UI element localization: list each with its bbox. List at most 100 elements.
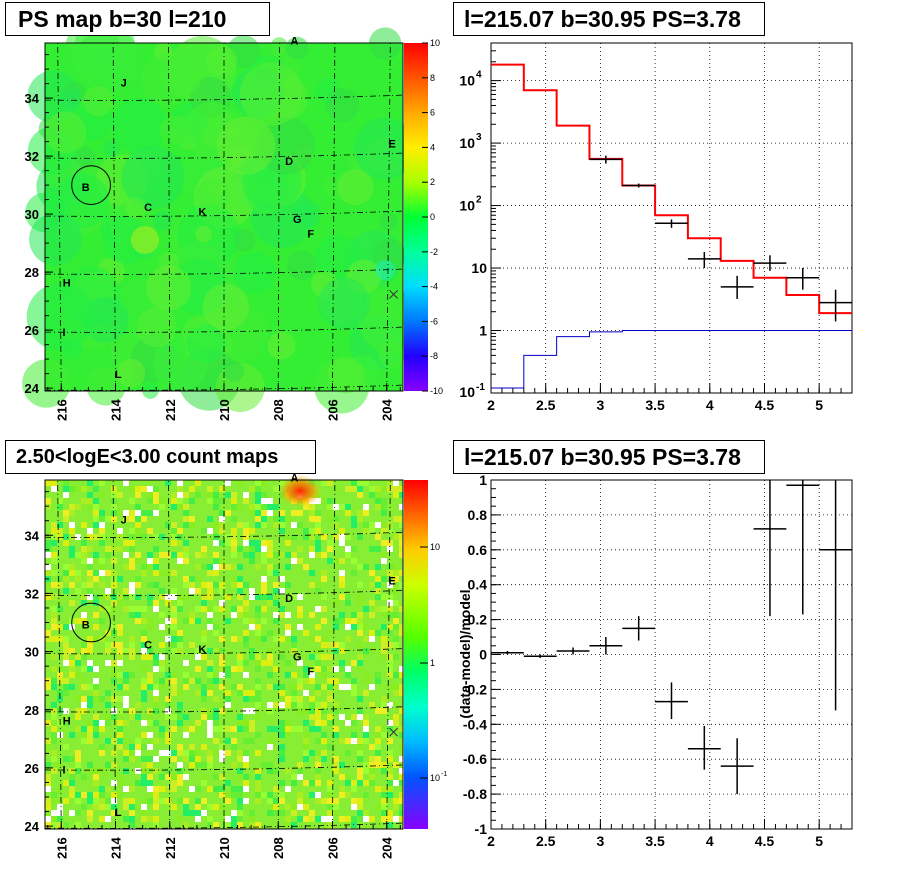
count-map-pixel [45,486,51,492]
count-map-pixel [255,780,261,786]
count-map-pixel [381,486,387,492]
count-map-pixel [393,576,399,582]
count-map-pixel [273,522,279,528]
count-map-pixel [339,786,345,792]
count-map-pixel [105,762,111,768]
y-tick-label: 10 [459,198,475,214]
count-map-pixel [105,552,111,558]
count-map-pixel [381,702,387,708]
count-map-pixel [129,534,135,540]
count-map-pixel [381,654,387,660]
count-map-pixel [201,762,207,768]
count-map-pixel [117,528,123,534]
count-map-pixel [135,738,141,744]
count-map-pixel [381,540,387,546]
count-map-pixel [279,576,285,582]
count-map-pixel [315,534,321,540]
count-map-pixel [315,702,321,708]
count-map-pixel [189,618,195,624]
y-tick-label: 10 [471,260,487,276]
count-map-pixel [45,636,51,642]
count-map-pixel [357,780,363,786]
count-map-pixel [279,702,285,708]
count-map-pixel [201,630,207,636]
count-map-pixel [291,552,297,558]
count-map-pixel [165,750,171,756]
count-map-pixel [69,792,75,798]
count-map-pixel [63,516,69,522]
count-map-pixel [141,762,147,768]
count-map-pixel [57,528,63,534]
count-map-pixel [297,558,303,564]
count-map-pixel [147,654,153,660]
count-map-pixel [93,498,99,504]
count-map-pixel [237,606,243,612]
count-map-pixel [135,576,141,582]
count-map-pixel [321,480,327,486]
count-map-pixel [249,690,255,696]
count-map-pixel [129,822,135,828]
count-map-pixel [357,600,363,606]
count-map-pixel [273,636,279,642]
count-map-pixel [213,696,219,702]
count-map-pixel [297,546,303,552]
count-map-pixel [183,618,189,624]
count-map-pixel [267,738,273,744]
count-map-pixel [249,540,255,546]
count-map-pixel [99,570,105,576]
count-map-pixel [309,792,315,798]
residual-point [720,738,754,795]
count-map-pixel [261,594,267,600]
count-map-pixel [225,738,231,744]
count-map-pixel [201,810,207,816]
count-map-pixel [93,768,99,774]
ps-map-blob [82,86,114,117]
count-map-pixel [273,564,279,570]
count-map-pixel [303,744,309,750]
count-map-pixel [93,780,99,786]
count-map-pixel [333,798,339,804]
y-tick-label: 24 [25,819,40,834]
count-map-pixel [117,696,123,702]
count-map-pixel [207,756,213,762]
count-map-pixel [51,528,57,534]
count-map-pixel [189,588,195,594]
count-map-pixel [153,798,159,804]
count-map-pixel [261,498,267,504]
count-map-pixel [363,780,369,786]
count-map-pixel [225,780,231,786]
source-label-j: J [121,78,127,90]
count-map-pixel [75,708,81,714]
count-map-pixel [153,582,159,588]
count-map-pixel [183,540,189,546]
count-map-pixel [207,750,213,756]
count-map-pixel [387,624,393,630]
count-map-pixel [111,492,117,498]
count-map-pixel [177,630,183,636]
count-map-pixel [63,648,69,654]
count-map-pixel [267,540,273,546]
count-map-pixel [291,696,297,702]
count-map-pixel [117,648,123,654]
count-map-pixel [267,762,273,768]
count-map-pixel [153,756,159,762]
count-map-pixel [177,648,183,654]
count-map-pixel [171,750,177,756]
count-map-pixel [261,546,267,552]
count-map-pixel [219,654,225,660]
count-map-pixel [279,588,285,594]
count-map-pixel [63,636,69,642]
count-map-pixel [381,648,387,654]
source-label-k: K [198,207,206,219]
count-map-pixel [177,480,183,486]
count-map-pixel [303,732,309,738]
y-tick-label: 0.4 [468,577,488,593]
count-map-pixel [129,708,135,714]
count-map-pixel [399,570,403,576]
count-map-pixel [81,666,87,672]
count-map-pixel [81,612,87,618]
count-map-pixel [45,738,51,744]
count-map-pixel [147,492,153,498]
count-map-pixel [249,510,255,516]
count-map-pixel [51,666,57,672]
